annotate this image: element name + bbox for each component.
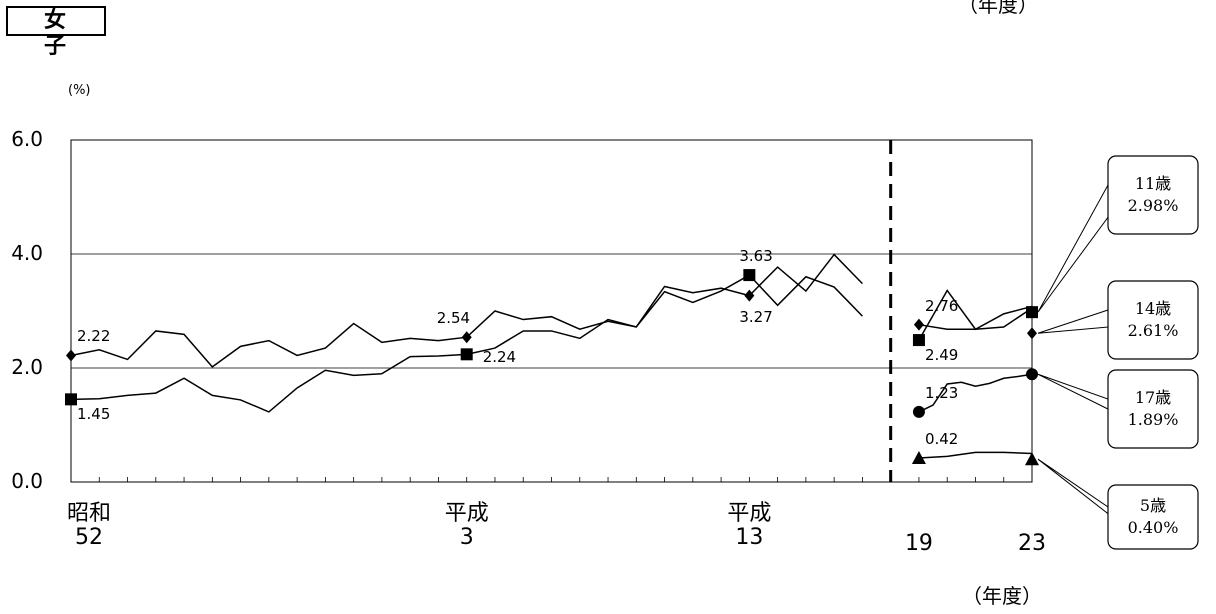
series-line-square-new: [918, 289, 1033, 341]
data-label: 0.42: [924, 430, 959, 449]
square-marker: [1026, 306, 1038, 319]
diamond-marker: [913, 318, 924, 331]
y-tick-label: 0.0: [11, 469, 43, 493]
series-line-square-old: [70, 274, 863, 413]
x-tick-label: 平成 3: [444, 501, 489, 550]
circle-marker: [912, 405, 925, 418]
corner-year-label: （年度）: [958, 0, 1038, 17]
diamond-marker: [66, 349, 76, 362]
x-tick-label: 昭和 52: [66, 501, 111, 550]
square-marker: [912, 334, 925, 347]
square-marker: [65, 393, 77, 406]
square-marker: [743, 269, 756, 282]
data-label: 2.49: [924, 346, 959, 365]
data-label: 1.23: [924, 383, 959, 402]
y-tick-label: 4.0: [11, 241, 43, 265]
triangle-marker: [1025, 452, 1039, 466]
data-label: 2.22: [77, 327, 111, 346]
square-marker: [460, 348, 473, 361]
callout-text: 5歳 0.40%: [1127, 496, 1179, 537]
triangle-marker: [911, 451, 926, 465]
callout-text: 14歳 2.61%: [1127, 299, 1179, 340]
series-line-triangle-new: [918, 451, 1033, 459]
diamond-marker: [1027, 327, 1037, 340]
y-tick-label: 6.0: [11, 127, 43, 151]
data-label: 3.63: [739, 247, 773, 266]
callout-box: [1107, 280, 1199, 360]
x-axis-unit: （年度）: [962, 584, 1042, 608]
data-label: 2.76: [924, 296, 959, 315]
panel-title: 女 子: [6, 6, 106, 59]
x-tick-label: 23: [1018, 531, 1046, 556]
callout-text: 11歳 2.98%: [1127, 174, 1179, 215]
callout-text: 17歳 1.89%: [1127, 388, 1179, 429]
data-label: 2.24: [482, 348, 517, 367]
plot-frame: [70, 139, 1033, 483]
callout-box: [1107, 369, 1199, 449]
callout-box: [1107, 155, 1199, 235]
diamond-marker: [461, 331, 472, 344]
x-tick-label: 19: [904, 531, 933, 556]
x-tick-label: 平成 13: [727, 501, 772, 550]
y-axis-unit: (%): [68, 83, 91, 98]
data-label: 2.54: [436, 309, 471, 328]
series-line-circle-new: [918, 373, 1033, 413]
callout-box: [1107, 484, 1199, 550]
data-label: 1.45: [77, 405, 111, 424]
circle-marker: [1026, 368, 1038, 381]
diamond-marker: [744, 289, 755, 302]
y-tick-label: 2.0: [11, 355, 43, 379]
data-label: 3.27: [739, 307, 773, 326]
